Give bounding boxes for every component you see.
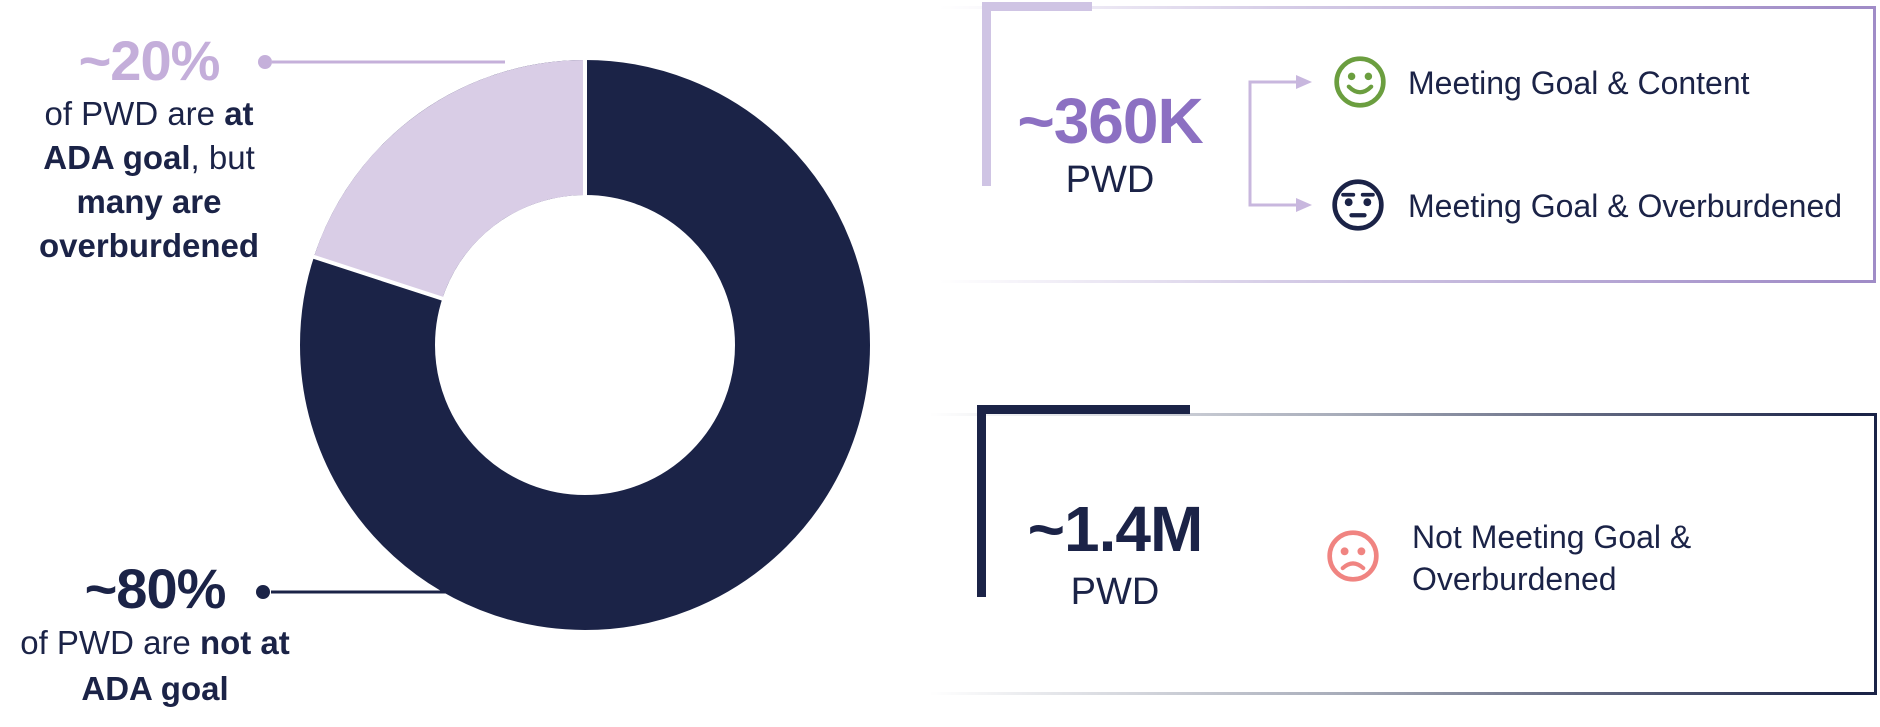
meeting-goal-bracket-horizontal [982,2,1092,11]
callout-not-at-goal-value: ~80% [84,557,227,620]
callout-at-goal: ~20% of PWD are at ADA goal, but many ar… [18,30,280,268]
meeting-goal-value: ~360K [1017,85,1203,157]
callout-not-at-goal: ~80% of PWD are not at ADA goal [5,558,305,712]
not-meeting-goal-row-label: Not Meeting Goal & Overburdened [1412,519,1692,597]
smiley-neutral-icon [1332,179,1384,231]
meeting-goal-bracket-vertical [982,2,991,186]
arrow-up-branch-icon [1296,75,1312,89]
callout-at-goal-desc: of PWD are at ADA goal, but many are ove… [38,95,260,264]
not-meeting-goal-bracket-vertical [977,405,986,597]
not-meeting-goal-unit: PWD [1070,571,1160,613]
donut-chart [300,60,870,630]
not-meeting-goal-bracket-horizontal [977,405,1190,414]
not-meeting-goal-box [900,413,1877,695]
callout-20-dot [258,55,272,69]
meeting-goal-box-border-right [1873,6,1876,283]
callout-at-goal-value: ~20% [78,29,221,92]
meeting-goal-row-overburdened-label: Meeting Goal & Overburdened [1408,188,1843,224]
not-meeting-goal-value: ~1.4M [1027,493,1204,565]
meeting-goal-box-border-bottom [900,280,1876,283]
branch-bracket-line [1248,80,1296,207]
arrow-down-branch-icon [1296,198,1312,212]
not-meeting-goal-box-border-right [1874,413,1877,695]
not-meeting-goal-box-border-bottom [900,692,1877,695]
meeting-goal-row-content-label: Meeting Goal & Content [1408,65,1750,101]
callout-not-at-goal-desc: of PWD are not at ADA goal [20,624,290,707]
smiley-sad-icon [1327,530,1379,582]
callout-80-dot [256,585,270,599]
donut-segment-separator [306,252,449,303]
not-meeting-goal-box-border-top [900,413,1877,416]
meeting-goal-unit: PWD [1065,159,1155,201]
meeting-goal-box [900,6,1876,283]
smiley-happy-icon [1334,56,1386,108]
meeting-goal-box-border-top [900,6,1876,9]
